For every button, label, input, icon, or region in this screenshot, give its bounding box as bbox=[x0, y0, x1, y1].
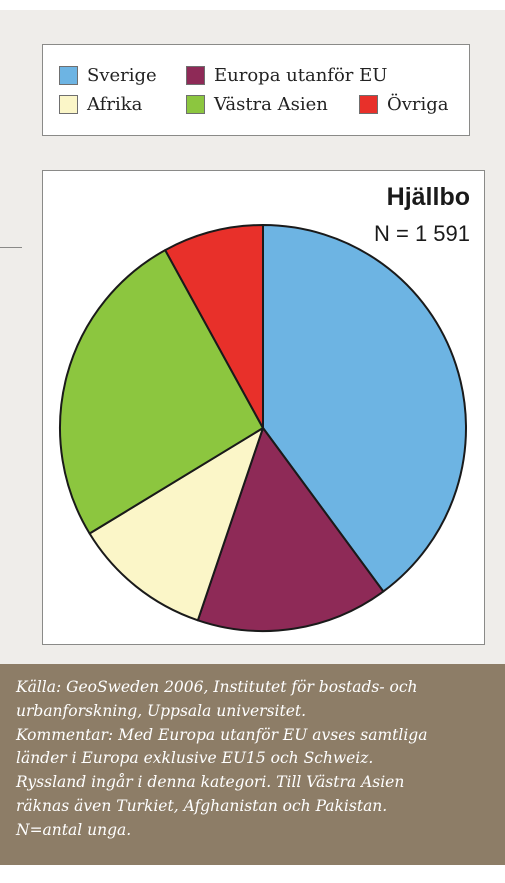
pie-slice-afrika bbox=[88, 427, 264, 622]
caption-line: N=antal unga. bbox=[16, 820, 132, 839]
pie-slice-sverige bbox=[262, 224, 467, 593]
legend-item-sverige: Sverige bbox=[59, 65, 157, 86]
chart-legend: Sverige Europa utanför EU Afrika Västra … bbox=[42, 44, 470, 136]
pie-chart bbox=[59, 224, 467, 632]
caption-line: länder i Europa exklusive EU15 och Schwe… bbox=[16, 749, 374, 768]
caption-line: räknas även Turkiet, Afghanistan och Pak… bbox=[16, 796, 388, 815]
chart-area: Hjällbo N = 1 591 bbox=[42, 170, 485, 645]
caption-line: urbanforskning, Uppsala universitet. bbox=[16, 701, 307, 720]
legend-label: Europa utanför EU bbox=[214, 65, 388, 86]
pie-slice-vastra-asien bbox=[59, 249, 264, 535]
legend-label: Afrika bbox=[87, 94, 143, 115]
chart-subtitle: N = 1 591 bbox=[373, 221, 470, 246]
pie-slice-ovriga bbox=[164, 224, 264, 429]
legend-item-vastra-asien: Västra Asien bbox=[186, 94, 328, 115]
caption-line: Ryssland ingår i denna kategori. Till Vä… bbox=[16, 773, 405, 792]
legend-item-ovriga: Övriga bbox=[359, 94, 449, 115]
legend-item-europa-utanfor-eu: Europa utanför EU bbox=[186, 65, 387, 86]
legend-label: Västra Asien bbox=[214, 94, 328, 115]
divider-line bbox=[0, 247, 22, 248]
legend-swatch bbox=[59, 66, 78, 85]
legend-swatch bbox=[59, 95, 78, 114]
pie-slice-europa-utanfor-eu bbox=[196, 427, 385, 632]
legend-item-afrika: Afrika bbox=[59, 94, 142, 115]
legend-label: Övriga bbox=[387, 94, 449, 115]
source-caption: Källa: GeoSweden 2006, Institutet för bo… bbox=[0, 664, 505, 865]
legend-label: Sverige bbox=[87, 65, 157, 86]
legend-swatch bbox=[186, 95, 205, 114]
caption-line: Kommentar: Med Europa utanför EU avses s… bbox=[16, 725, 428, 744]
legend-swatch bbox=[186, 66, 205, 85]
caption-line: Källa: GeoSweden 2006, Institutet för bo… bbox=[16, 678, 418, 696]
chart-title: Hjällbo bbox=[386, 183, 470, 211]
legend-swatch bbox=[359, 95, 378, 114]
